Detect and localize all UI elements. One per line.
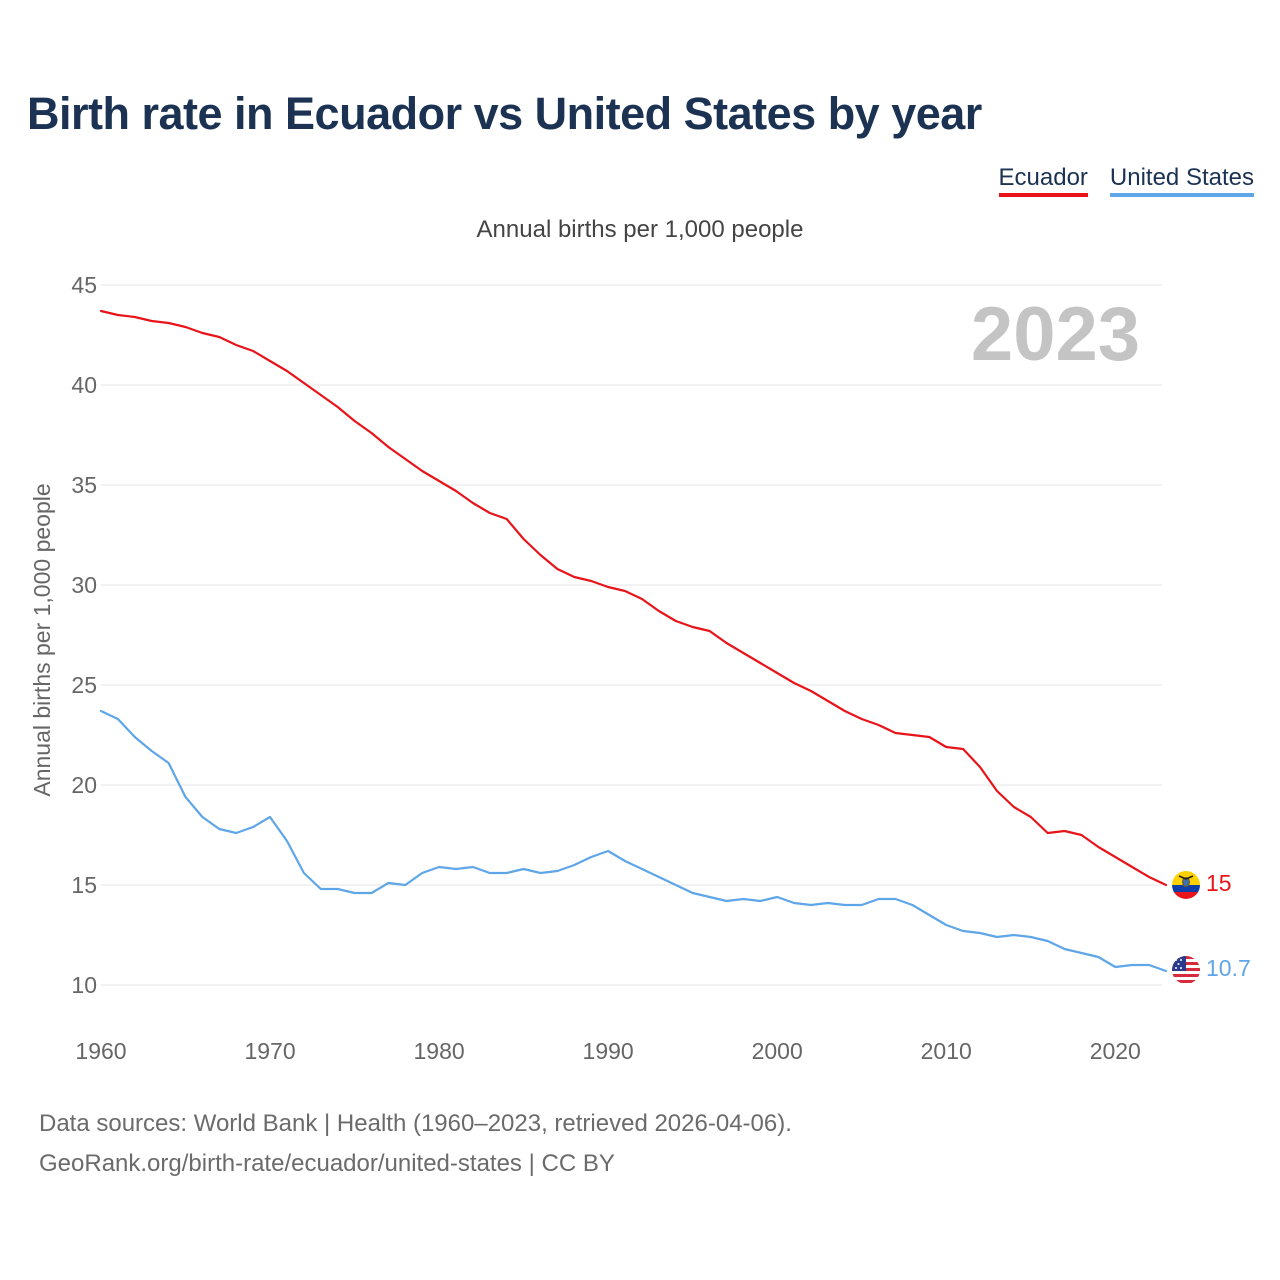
legend-item-united-states[interactable]: United States bbox=[1109, 164, 1254, 197]
x-tick-label: 1980 bbox=[414, 1038, 465, 1064]
year-watermark: 2023 bbox=[971, 292, 1140, 377]
legend-item-ecuador[interactable]: Ecuador bbox=[998, 164, 1088, 197]
source-footer: Data sources: World Bank | Health (1960–… bbox=[39, 1104, 792, 1184]
x-tick-label: 1990 bbox=[583, 1038, 634, 1064]
united-states-end-label: 10.7 bbox=[1206, 955, 1251, 981]
x-axis-ticks: 1960 1970 1980 1990 2000 2010 2020 bbox=[75, 1038, 1140, 1064]
series-line-ecuador[interactable] bbox=[99, 309, 1168, 887]
ecuador-flag-icon bbox=[1172, 871, 1200, 899]
x-tick-label: 2010 bbox=[921, 1038, 972, 1064]
y-tick-label: 40 bbox=[71, 372, 97, 398]
y-tick-label: 25 bbox=[71, 672, 97, 698]
x-tick-label: 2000 bbox=[752, 1038, 803, 1064]
y-axis-ticks: 10 15 20 25 30 35 40 45 bbox=[71, 272, 97, 998]
y-tick-label: 15 bbox=[71, 872, 97, 898]
source-line: Data sources: World Bank | Health (1960–… bbox=[39, 1110, 792, 1137]
grid-lines bbox=[101, 284, 1162, 986]
x-tick-label: 2020 bbox=[1090, 1038, 1141, 1064]
chart-title: Birth rate in Ecuador vs United States b… bbox=[27, 88, 982, 139]
chart-subtitle: Annual births per 1,000 people bbox=[476, 216, 804, 243]
y-tick-label: 35 bbox=[71, 472, 97, 498]
x-tick-label: 1970 bbox=[244, 1038, 295, 1064]
series-line-united-states[interactable] bbox=[99, 709, 1168, 973]
y-tick-label: 20 bbox=[71, 772, 97, 798]
united-states-flag-icon bbox=[1172, 956, 1200, 984]
ecuador-end-label: 15 bbox=[1206, 870, 1232, 896]
y-tick-label: 45 bbox=[71, 272, 97, 298]
series-lines bbox=[99, 309, 1168, 973]
x-tick-label: 1960 bbox=[75, 1038, 126, 1064]
y-tick-label: 30 bbox=[71, 572, 97, 598]
y-axis-label: Annual births per 1,000 people bbox=[29, 483, 55, 796]
legend: Ecuador United States bbox=[998, 164, 1254, 197]
y-tick-label: 10 bbox=[71, 972, 97, 998]
attribution-line: GeoRank.org/birth-rate/ecuador/united-st… bbox=[39, 1150, 615, 1177]
